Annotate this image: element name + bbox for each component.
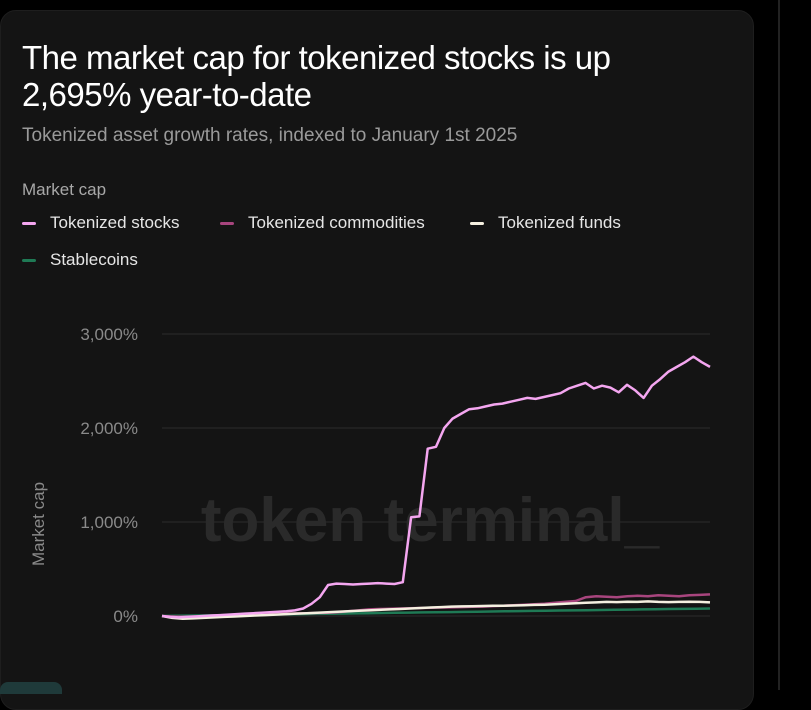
legend-label: Tokenized funds: [498, 213, 621, 232]
legend-item-tokenized-funds[interactable]: Tokenized funds: [470, 213, 621, 233]
line-chart: token terminal_ 3,000% 2,000% 1,000% 0% Mar…: [29, 325, 711, 626]
chart-subtitle: Tokenized asset growth rates, indexed to…: [22, 125, 518, 146]
y-tick-label: 1,000%: [80, 513, 138, 532]
legend-label: Tokenized commodities: [248, 213, 425, 232]
watermark-text: token terminal_: [201, 486, 661, 555]
y-axis-ticks: 3,000% 2,000% 1,000% 0%: [80, 325, 138, 626]
legend-label: Stablecoins: [50, 250, 138, 269]
y-tick-label: 2,000%: [80, 419, 138, 438]
panel-divider: [778, 0, 780, 690]
legend-swatch-icon: [220, 221, 234, 225]
series-line-tokenized-stocks: [161, 355, 711, 619]
legend-item-tokenized-stocks[interactable]: Tokenized stocks: [22, 213, 179, 233]
gridlines: [162, 333, 710, 617]
chart-card: [0, 10, 754, 710]
series-line-tokenized-funds: [161, 600, 711, 621]
legend-swatch-icon: [470, 221, 484, 225]
chart-title: The market cap for tokenized stocks is u…: [22, 39, 611, 113]
legend-item-stablecoins[interactable]: Stablecoins: [22, 250, 138, 270]
legend-swatch-icon: [22, 258, 36, 262]
legend-title: Market cap: [22, 180, 107, 199]
y-axis-label: Market cap: [29, 482, 48, 566]
series-lines: [161, 355, 711, 621]
y-tick-label: 0%: [113, 607, 138, 626]
legend-label: Tokenized stocks: [50, 213, 180, 232]
legend-swatch-icon: [22, 221, 36, 225]
y-tick-label: 3,000%: [80, 325, 138, 344]
legend-item-tokenized-commodities[interactable]: Tokenized commodities: [220, 213, 425, 233]
